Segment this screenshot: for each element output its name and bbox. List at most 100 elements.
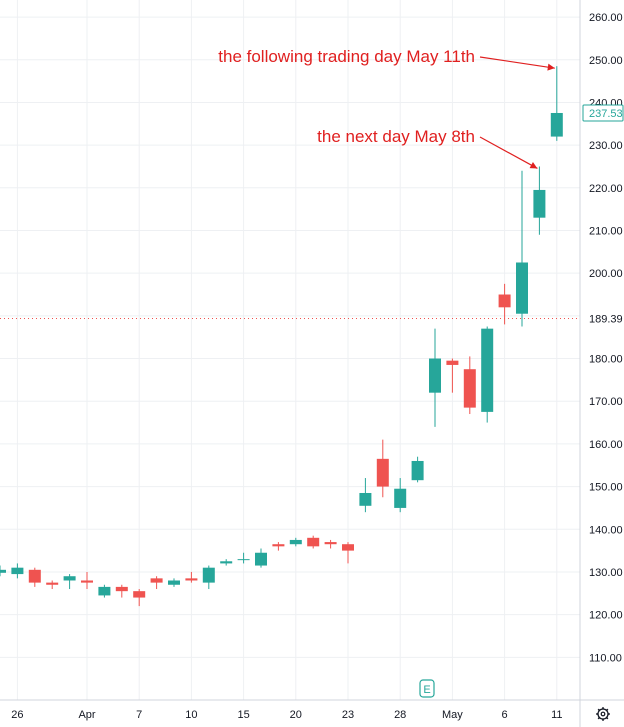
candle-body [11, 567, 24, 575]
ref-price-tag [583, 310, 623, 327]
candle-body [394, 488, 407, 508]
candle-body [237, 559, 250, 561]
y-tick-label: 160.00 [589, 439, 623, 451]
candle-body [376, 458, 389, 487]
candle [255, 548, 267, 568]
candle-body [272, 544, 285, 547]
candle-body [429, 358, 441, 393]
y-tick-label: 150.00 [589, 482, 623, 494]
earnings-badge-label: E [423, 684, 430, 696]
annotation-text: the following trading day May 11th [218, 47, 475, 66]
candle [376, 439, 389, 498]
candle-body [307, 537, 320, 547]
x-tick-label: 7 [136, 709, 142, 721]
candle [81, 571, 93, 590]
y-tick-label: 110.00 [589, 652, 622, 664]
x-tick-label: 28 [394, 709, 406, 721]
x-tick-label: 6 [502, 709, 508, 721]
annotation: the next day May 8th [317, 127, 538, 169]
candle [133, 589, 146, 607]
candle-body [498, 294, 511, 308]
candle-body [220, 561, 233, 564]
y-tick-label: 220.00 [589, 183, 623, 195]
y-tick-label: 260.00 [589, 12, 623, 24]
candles [0, 66, 563, 607]
chart-controls: E [419, 679, 610, 721]
y-tick-label: 180.00 [589, 354, 623, 366]
candle [550, 66, 563, 141]
candle [411, 456, 424, 483]
ref-price-label: 189.39 [589, 313, 623, 325]
candle-body [0, 569, 6, 573]
candle-body [133, 591, 146, 598]
annotation-arrow [479, 136, 538, 169]
y-tick-label: 130.00 [589, 567, 623, 579]
candle [185, 571, 198, 583]
x-tick-label: 11 [551, 709, 562, 721]
candle [168, 578, 180, 587]
annotation-text: the next day May 8th [317, 127, 475, 146]
candle-body [324, 542, 337, 545]
candle [533, 166, 546, 235]
candle [11, 563, 24, 579]
candle [446, 358, 459, 393]
annotation-arrow [479, 56, 555, 69]
candle [429, 328, 441, 427]
candle [28, 567, 41, 587]
candle-body [115, 586, 128, 592]
candle [150, 576, 163, 590]
candle-body [185, 578, 198, 581]
candle [237, 552, 250, 564]
candle [307, 535, 320, 549]
candle-body [81, 580, 93, 583]
candle-body [446, 360, 459, 365]
candle [463, 356, 476, 415]
x-tick-label: 26 [11, 709, 23, 721]
y-tick-label: 120.00 [589, 610, 623, 622]
candle [289, 537, 302, 547]
candle-body [255, 552, 267, 566]
candle-body [411, 460, 424, 481]
candle-body [550, 112, 563, 137]
annotation-arrowhead [529, 162, 538, 169]
candle [342, 542, 354, 564]
candle-body [533, 189, 546, 218]
candle-body [28, 569, 41, 583]
candle-body [359, 492, 372, 506]
x-tick-label: 10 [185, 709, 197, 721]
candle [98, 584, 111, 598]
candle-body [168, 580, 180, 585]
candle [481, 326, 494, 423]
earnings-badge[interactable]: E [419, 679, 435, 698]
candle-body [289, 539, 302, 545]
y-tick-label: 200.00 [589, 268, 623, 280]
y-tick-label: 230.00 [589, 140, 623, 152]
candle [394, 478, 407, 513]
y-tick-label: 170.00 [589, 396, 623, 408]
candle-body [481, 328, 494, 412]
gear-icon[interactable] [596, 707, 610, 721]
candle-body [463, 369, 476, 408]
candle [498, 283, 511, 325]
annotation: the following trading day May 11th [218, 47, 555, 71]
candle-body [150, 578, 163, 583]
y-tick-label: 250.00 [589, 55, 623, 67]
candle [359, 478, 372, 513]
price-tags: 237.53 189.39 [582, 104, 624, 327]
candle [202, 565, 215, 590]
last-price-label: 237.53 [589, 108, 623, 120]
x-tick-label: 15 [237, 709, 249, 721]
candle [46, 580, 59, 590]
grid [0, 0, 580, 700]
x-tick-label: Apr [78, 709, 95, 721]
last-price-tag [582, 104, 624, 122]
annotations: the following trading day May 11th the ne… [218, 47, 555, 169]
candle-body [342, 544, 354, 551]
candle-body [98, 586, 111, 596]
candle [63, 574, 76, 590]
candle-body [46, 582, 59, 585]
candle [324, 539, 337, 549]
time-axis[interactable]: 26 Apr 7 10 15 20 23 28 May 6 11 [0, 699, 624, 721]
candle [220, 559, 233, 566]
candle-body [202, 567, 215, 583]
